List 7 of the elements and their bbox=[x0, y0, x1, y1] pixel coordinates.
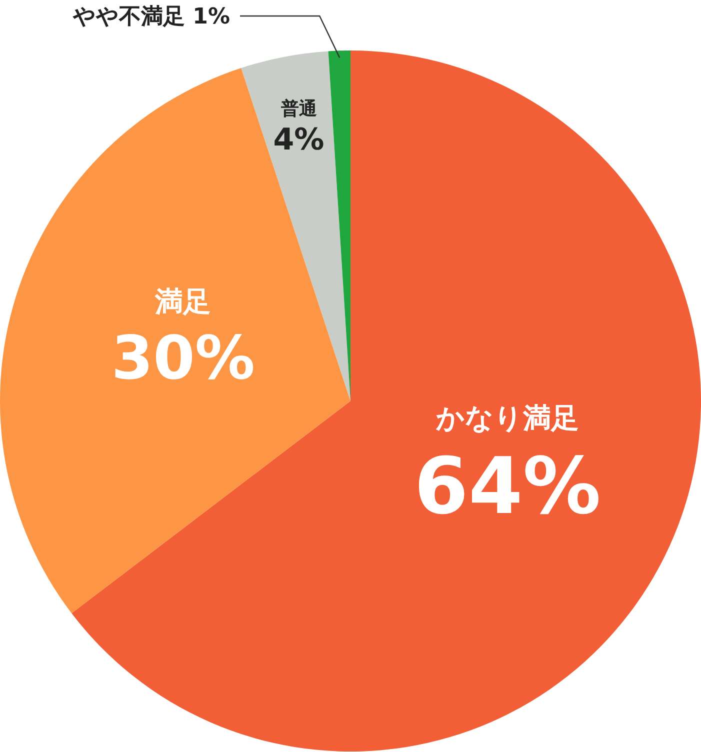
slice-label: 満足 bbox=[154, 285, 212, 318]
slice-label: かなり満足 bbox=[435, 402, 580, 435]
slice-label: やや不満足 1% bbox=[72, 4, 230, 30]
data-label: 64% bbox=[414, 442, 601, 532]
slice-label: 普通 bbox=[280, 98, 317, 120]
data-label: 30% bbox=[111, 324, 255, 394]
data-label: 4% bbox=[273, 122, 324, 158]
